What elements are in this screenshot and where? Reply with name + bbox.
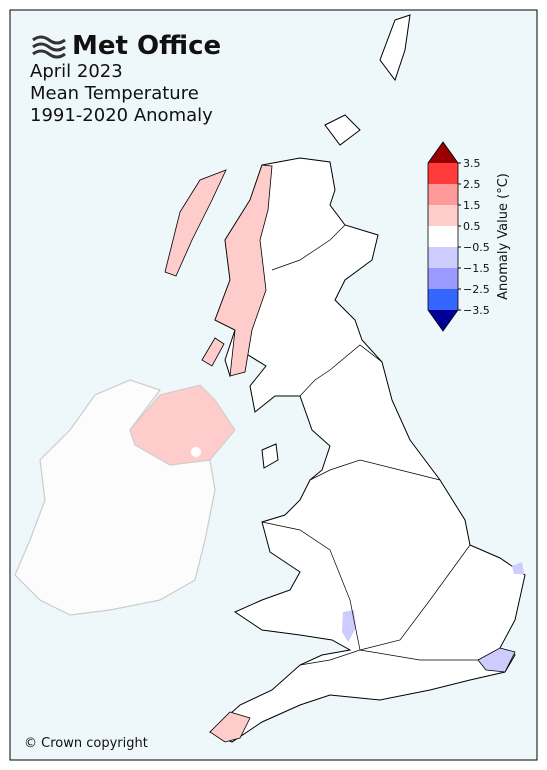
kent-anomaly <box>477 647 516 673</box>
region-border <box>299 344 383 397</box>
logo-text: Met Office <box>72 31 221 61</box>
bristol-anomaly <box>342 610 356 642</box>
colorbar-extend-max <box>428 142 458 163</box>
colorbar-tick-label: 0.5 <box>463 220 481 233</box>
essex-anomaly <box>512 562 524 574</box>
great-britain <box>209 157 526 743</box>
colorbar-label: Anomaly Value (°C) <box>496 173 511 300</box>
title-line: Mean Temperature <box>30 83 199 104</box>
logo: Met Office <box>32 31 221 61</box>
colorbar-segment <box>428 289 458 310</box>
colorbar-extend-min <box>428 310 458 331</box>
colorbar-segment <box>428 226 458 247</box>
title-line: April 2023 <box>30 61 123 82</box>
shetland <box>379 14 411 82</box>
colorbar-segment <box>428 268 458 289</box>
colorbar-tick-label: 3.5 <box>463 157 481 170</box>
northern-ireland <box>129 384 236 466</box>
colorbar-tick-label: 2.5 <box>463 178 481 191</box>
colorbar: −3.5 −2.5 −1.5 −0.5 0.5 1.5 2.5 3.5 Anomaly Valu… <box>427 141 511 332</box>
region-border <box>261 521 361 651</box>
logo-waves <box>32 35 66 59</box>
region-border <box>309 459 441 481</box>
region-border <box>359 544 471 651</box>
outer-hebrides <box>164 169 227 277</box>
colorbar-tick-label: 1.5 <box>463 199 481 212</box>
copyright: © Crown copyright <box>24 736 148 751</box>
colorbar-segment <box>428 184 458 205</box>
colorbar-segment <box>428 163 458 184</box>
cornwall-anomaly <box>209 711 251 743</box>
colorbar-tick-label: −1.5 <box>463 262 490 275</box>
colorbar-segment <box>428 205 458 226</box>
region-border <box>299 649 478 666</box>
colorbar-tick-label: −3.5 <box>463 304 490 317</box>
colorbar-segment <box>428 247 458 268</box>
colorbar-tick-label: −2.5 <box>463 283 490 296</box>
title-line: 1991-2020 Anomaly <box>30 105 213 126</box>
colorbar-tick-label: −0.5 <box>463 241 490 254</box>
orkney <box>324 114 361 146</box>
west-scotland-anomaly <box>214 164 273 377</box>
isle-of-man <box>261 443 279 469</box>
lough <box>191 447 201 457</box>
region-border <box>271 224 346 271</box>
island <box>201 337 225 367</box>
